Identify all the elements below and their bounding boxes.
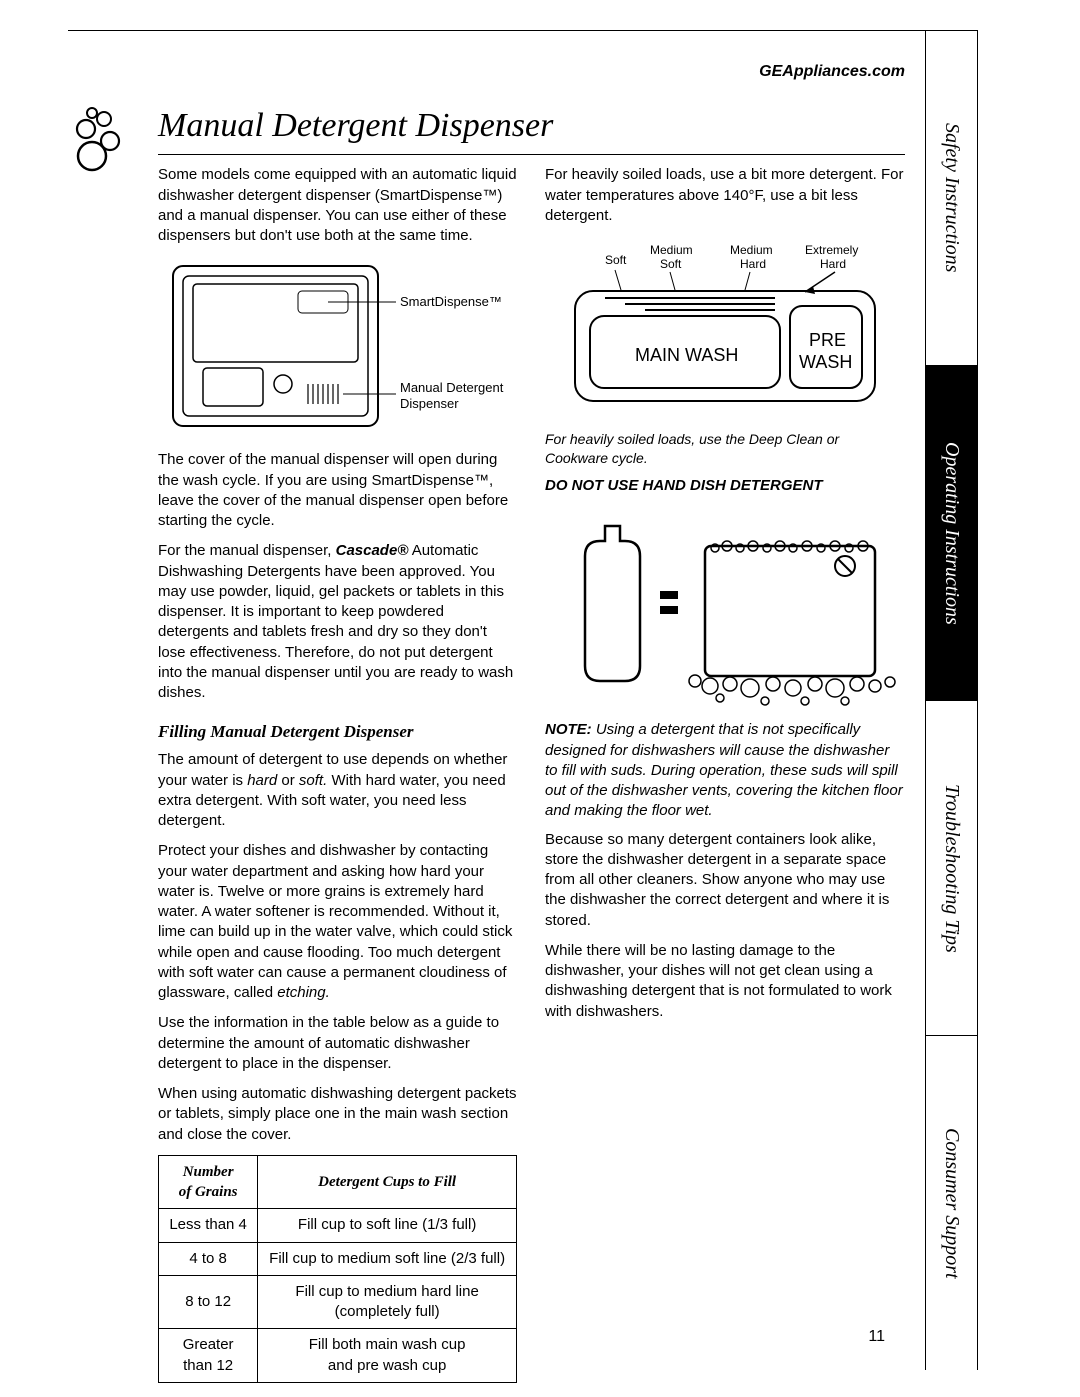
tab-troubleshooting[interactable]: Troubleshooting Tips	[926, 701, 977, 1036]
url-header: GEAppliances.com	[68, 31, 925, 83]
packets-text: When using automatic dishwashing deterge…	[158, 1084, 517, 1145]
hardness-diagram: Soft Medium Soft Medium Hard Extremely H…	[545, 236, 905, 416]
label-medsoft-2: Soft	[660, 257, 682, 271]
table-row: Greater than 12Fill both main wash cup a…	[159, 1329, 517, 1383]
intro-text: Some models come equipped with an automa…	[158, 165, 517, 246]
label-soft: Soft	[605, 253, 627, 267]
table-row: 8 to 12Fill cup to medium hard line (com…	[159, 1275, 517, 1329]
page-frame: Safety Instructions Operating Instructio…	[68, 30, 978, 1370]
protect-text: Protect your dishes and dishwasher by co…	[158, 841, 517, 1003]
table-row: 4 to 8Fill cup to medium soft line (2/3 …	[159, 1242, 517, 1275]
nodamage-text: While there will be no lasting damage to…	[545, 941, 905, 1022]
hand-detergent-warning: DO NOT USE HAND DISH DETERGENT	[545, 476, 905, 496]
label-exthard-2: Hard	[820, 257, 846, 271]
label-manual-line2: Dispenser	[400, 396, 459, 411]
label-exthard-1: Extremely	[805, 243, 858, 257]
label-pre: PRE	[809, 330, 846, 350]
label-mainwash: MAIN WASH	[635, 345, 738, 365]
label-medhard-2: Hard	[740, 257, 766, 271]
suds-diagram	[545, 506, 905, 706]
heavy-text: For heavily soiled loads, use a bit more…	[545, 165, 905, 226]
cascade-text: For the manual dispenser, Cascade® Autom…	[158, 541, 517, 703]
label-medsoft-1: Medium	[650, 243, 693, 257]
label-medhard-1: Medium	[730, 243, 773, 257]
table-header-grains: Numberof Grains	[159, 1155, 258, 1209]
label-smartdispense: SmartDispense™	[400, 294, 502, 309]
grains-table: Numberof Grains Detergent Cups to Fill L…	[158, 1155, 517, 1383]
filling-subhead: Filling Manual Detergent Dispenser	[158, 721, 517, 744]
left-column: Some models come equipped with an automa…	[158, 165, 517, 1382]
note-text: NOTE: Using a detergent that is not spec…	[545, 720, 905, 821]
page-title: Manual Detergent Dispenser	[158, 103, 905, 156]
guide-text: Use the information in the table below a…	[158, 1013, 517, 1074]
tab-safety[interactable]: Safety Instructions	[926, 31, 977, 366]
side-tabs: Safety Instructions Operating Instructio…	[925, 31, 977, 1370]
bubbles-icon	[70, 101, 150, 181]
amount-text: The amount of detergent to use depends o…	[158, 750, 517, 831]
cover-text: The cover of the manual dispenser will o…	[158, 450, 517, 531]
label-wash: WASH	[799, 352, 852, 372]
tab-consumer[interactable]: Consumer Support	[926, 1036, 977, 1370]
table-row: Less than 4Fill cup to soft line (1/3 fu…	[159, 1209, 517, 1242]
store-text: Because so many detergent containers loo…	[545, 830, 905, 931]
page-number: 11	[868, 1326, 885, 1348]
dispenser-diagram: SmartDispense™ Manual Detergent Dispense…	[168, 256, 508, 436]
table-header-fill: Detergent Cups to Fill	[258, 1155, 517, 1209]
right-column: For heavily soiled loads, use a bit more…	[545, 165, 905, 1382]
content: Manual Detergent Dispenser Some models c…	[68, 83, 925, 1383]
label-manual-line1: Manual Detergent	[400, 380, 504, 395]
cycle-note: For heavily soiled loads, use the Deep C…	[545, 430, 905, 468]
tab-operating[interactable]: Operating Instructions	[926, 366, 977, 701]
main-area: GEAppliances.com Manual Detergent Dispen…	[68, 31, 925, 1370]
